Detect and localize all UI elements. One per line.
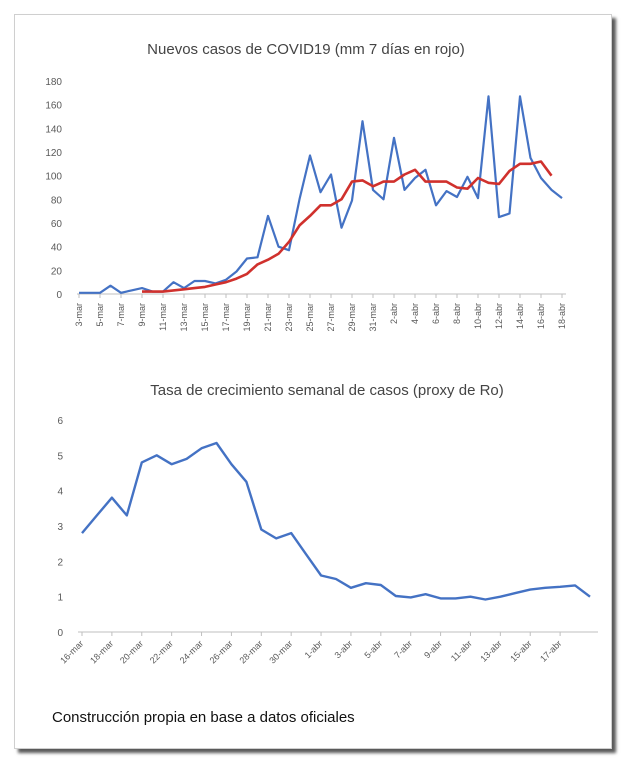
x-tick-label: 17-abr xyxy=(538,638,563,663)
x-tick-label: 8-abr xyxy=(452,303,462,324)
x-tick-label: 7-mar xyxy=(116,303,126,327)
new-cases-chart: Nuevos casos de COVID19 (mm 7 días en ro… xyxy=(45,41,567,332)
chart-title: Tasa de crecimiento semanal de casos (pr… xyxy=(150,382,504,399)
x-tick-label: 30-mar xyxy=(267,638,294,665)
x-tick-label: 3-mar xyxy=(74,303,84,327)
moving-average-line xyxy=(142,160,553,293)
x-tick-label: 27-mar xyxy=(326,303,336,332)
x-tick-label: 12-abr xyxy=(494,303,504,329)
x-tick-label: 15-mar xyxy=(200,303,210,332)
x-tick-label: 19-mar xyxy=(242,303,252,332)
x-tick-label: 6-abr xyxy=(431,303,441,324)
x-tick-label: 9-mar xyxy=(137,303,147,327)
growth-rate-line xyxy=(81,441,591,601)
y-tick-label: 3 xyxy=(57,522,63,533)
x-tick-label: 17-mar xyxy=(221,303,231,332)
x-tick-label: 10-abr xyxy=(473,303,483,329)
x-tick-label: 21-mar xyxy=(263,303,273,332)
x-tick-label: 18-mar xyxy=(88,638,115,665)
y-tick-label: 6 xyxy=(57,416,63,427)
x-tick-label: 5-mar xyxy=(95,303,105,327)
x-tick-label: 23-mar xyxy=(284,303,294,332)
x-tick-label: 24-mar xyxy=(178,638,205,665)
y-tick-label: 2 xyxy=(57,557,63,568)
y-tick-label: 100 xyxy=(45,172,62,183)
x-tick-label: 5-abr xyxy=(362,638,384,660)
y-tick-label: 160 xyxy=(45,101,62,112)
y-tick-label: 4 xyxy=(57,487,63,498)
x-tick-label: 25-mar xyxy=(305,303,315,332)
x-tick-label: 13-mar xyxy=(179,303,189,332)
y-tick-label: 0 xyxy=(57,628,63,639)
y-tick-label: 140 xyxy=(45,124,62,135)
x-tick-label: 7-abr xyxy=(392,638,414,660)
x-tick-label: 20-mar xyxy=(118,638,145,665)
y-tick-label: 80 xyxy=(51,195,63,206)
x-tick-label: 31-mar xyxy=(368,303,378,332)
x-tick-label: 9-abr xyxy=(422,638,444,660)
y-tick-label: 60 xyxy=(51,219,63,230)
x-tick-label: 22-mar xyxy=(148,638,175,665)
x-tick-label: 11-abr xyxy=(449,638,474,663)
growth-rate-chart: Tasa de crecimiento semanal de casos (pr… xyxy=(57,382,598,666)
x-tick-label: 28-mar xyxy=(237,638,264,665)
chart-figure xyxy=(14,14,612,749)
x-tick-label: 15-abr xyxy=(508,638,533,663)
y-tick-label: 5 xyxy=(57,451,63,462)
x-tick-label: 1-abr xyxy=(303,638,325,660)
y-tick-label: 20 xyxy=(51,266,63,277)
y-tick-label: 40 xyxy=(51,243,63,254)
y-tick-label: 1 xyxy=(57,593,63,604)
x-tick-label: 3-abr xyxy=(332,638,354,660)
x-tick-label: 26-mar xyxy=(208,638,235,665)
x-tick-label: 13-abr xyxy=(478,638,503,663)
x-tick-label: 29-mar xyxy=(347,303,357,332)
chart-title: Nuevos casos de COVID19 (mm 7 días en ro… xyxy=(147,41,465,58)
x-tick-label: 2-abr xyxy=(389,303,399,324)
daily-cases-line xyxy=(79,95,563,294)
x-tick-label: 4-abr xyxy=(410,303,420,324)
source-caption: Construcción propia en base a datos ofic… xyxy=(52,709,355,726)
x-tick-label: 16-abr xyxy=(536,303,546,329)
y-tick-label: 0 xyxy=(56,290,62,301)
x-tick-label: 14-abr xyxy=(515,303,525,329)
y-tick-label: 180 xyxy=(45,77,62,88)
x-tick-label: 18-abr xyxy=(557,303,567,329)
x-tick-label: 16-mar xyxy=(58,638,85,665)
y-tick-label: 120 xyxy=(45,148,62,159)
x-tick-label: 11-mar xyxy=(158,303,168,331)
